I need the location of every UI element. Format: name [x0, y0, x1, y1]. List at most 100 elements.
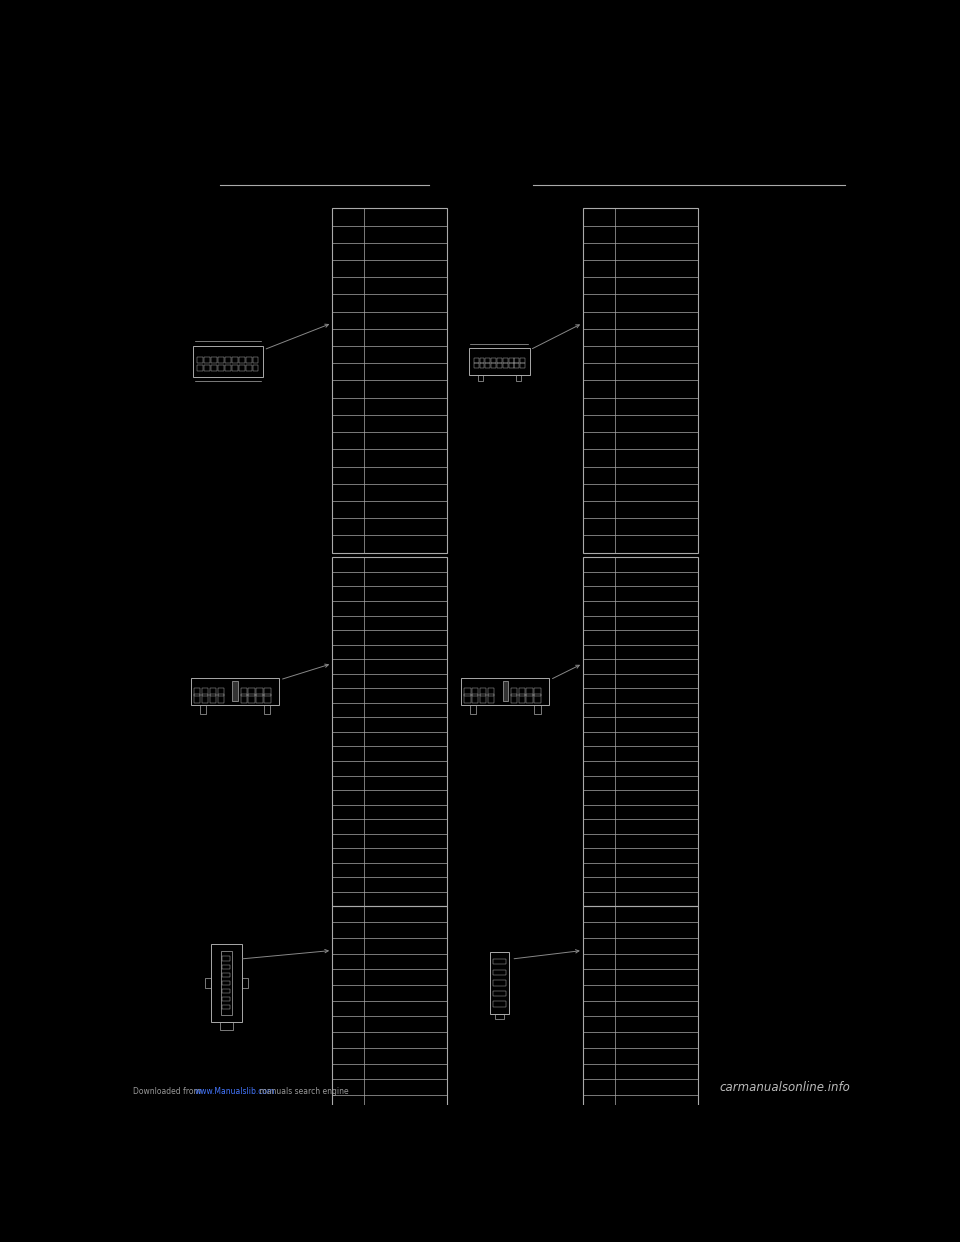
- Bar: [239, 365, 245, 371]
- Bar: [509, 358, 514, 363]
- Bar: [480, 688, 487, 696]
- Bar: [462, 678, 549, 704]
- Bar: [223, 972, 230, 977]
- Bar: [194, 688, 201, 696]
- Bar: [209, 694, 216, 703]
- Bar: [511, 688, 517, 696]
- Bar: [518, 694, 525, 703]
- Bar: [232, 682, 238, 702]
- Bar: [471, 688, 478, 696]
- Bar: [241, 688, 247, 696]
- Text: manuals search engine: manuals search engine: [257, 1087, 348, 1095]
- Bar: [209, 688, 216, 696]
- Bar: [223, 1005, 230, 1010]
- Bar: [488, 694, 494, 703]
- Bar: [202, 694, 208, 703]
- Bar: [252, 365, 258, 371]
- Bar: [511, 694, 517, 703]
- Text: www.Manualslib.com: www.Manualslib.com: [195, 1087, 276, 1095]
- Bar: [201, 704, 206, 714]
- Bar: [225, 365, 230, 371]
- Bar: [332, 907, 447, 1126]
- Bar: [221, 951, 232, 1015]
- Bar: [480, 694, 487, 703]
- Bar: [220, 1022, 232, 1030]
- Bar: [502, 682, 508, 702]
- Bar: [198, 365, 204, 371]
- Bar: [492, 358, 496, 363]
- Bar: [491, 951, 509, 1013]
- Bar: [223, 981, 230, 985]
- Bar: [493, 970, 506, 975]
- Bar: [494, 1013, 504, 1018]
- Bar: [241, 694, 247, 703]
- Bar: [583, 209, 698, 553]
- Bar: [223, 997, 230, 1001]
- Bar: [515, 358, 519, 363]
- Bar: [518, 688, 525, 696]
- Bar: [468, 348, 530, 375]
- Bar: [223, 956, 230, 960]
- Bar: [535, 704, 540, 714]
- Bar: [515, 363, 519, 368]
- Bar: [583, 907, 698, 1126]
- Bar: [526, 694, 533, 703]
- Bar: [202, 688, 208, 696]
- Bar: [516, 375, 520, 381]
- Bar: [232, 358, 238, 364]
- Bar: [492, 363, 496, 368]
- Bar: [193, 347, 263, 376]
- Bar: [191, 678, 279, 704]
- Bar: [488, 688, 494, 696]
- Bar: [583, 558, 698, 907]
- Bar: [503, 363, 508, 368]
- Bar: [249, 694, 255, 703]
- Text: carmanualsonline.info: carmanualsonline.info: [720, 1081, 851, 1094]
- Bar: [223, 989, 230, 994]
- Bar: [256, 688, 263, 696]
- Bar: [211, 358, 217, 364]
- Bar: [493, 980, 506, 986]
- Bar: [223, 965, 230, 969]
- Bar: [493, 991, 506, 996]
- Bar: [479, 363, 485, 368]
- Bar: [520, 363, 525, 368]
- Bar: [470, 704, 476, 714]
- Bar: [464, 694, 470, 703]
- Bar: [493, 959, 506, 965]
- Bar: [249, 688, 255, 696]
- Bar: [246, 365, 252, 371]
- Bar: [535, 694, 541, 703]
- Bar: [218, 694, 224, 703]
- Bar: [232, 365, 238, 371]
- Bar: [479, 358, 485, 363]
- Bar: [256, 694, 263, 703]
- Bar: [497, 363, 502, 368]
- Bar: [205, 979, 211, 987]
- Bar: [264, 688, 271, 696]
- Bar: [242, 979, 248, 987]
- Bar: [535, 688, 541, 696]
- Bar: [218, 688, 224, 696]
- Bar: [211, 944, 242, 1022]
- Bar: [520, 358, 525, 363]
- Bar: [478, 375, 483, 381]
- Bar: [239, 358, 245, 364]
- Bar: [204, 365, 210, 371]
- Bar: [471, 694, 478, 703]
- Bar: [218, 365, 224, 371]
- Bar: [526, 688, 533, 696]
- Bar: [464, 688, 470, 696]
- Bar: [225, 358, 230, 364]
- Bar: [473, 363, 479, 368]
- Bar: [473, 358, 479, 363]
- Bar: [218, 358, 224, 364]
- Bar: [332, 558, 447, 907]
- Bar: [332, 209, 447, 553]
- Bar: [211, 365, 217, 371]
- Bar: [493, 1001, 506, 1007]
- Bar: [194, 694, 201, 703]
- Bar: [264, 694, 271, 703]
- Bar: [509, 363, 514, 368]
- Bar: [486, 363, 491, 368]
